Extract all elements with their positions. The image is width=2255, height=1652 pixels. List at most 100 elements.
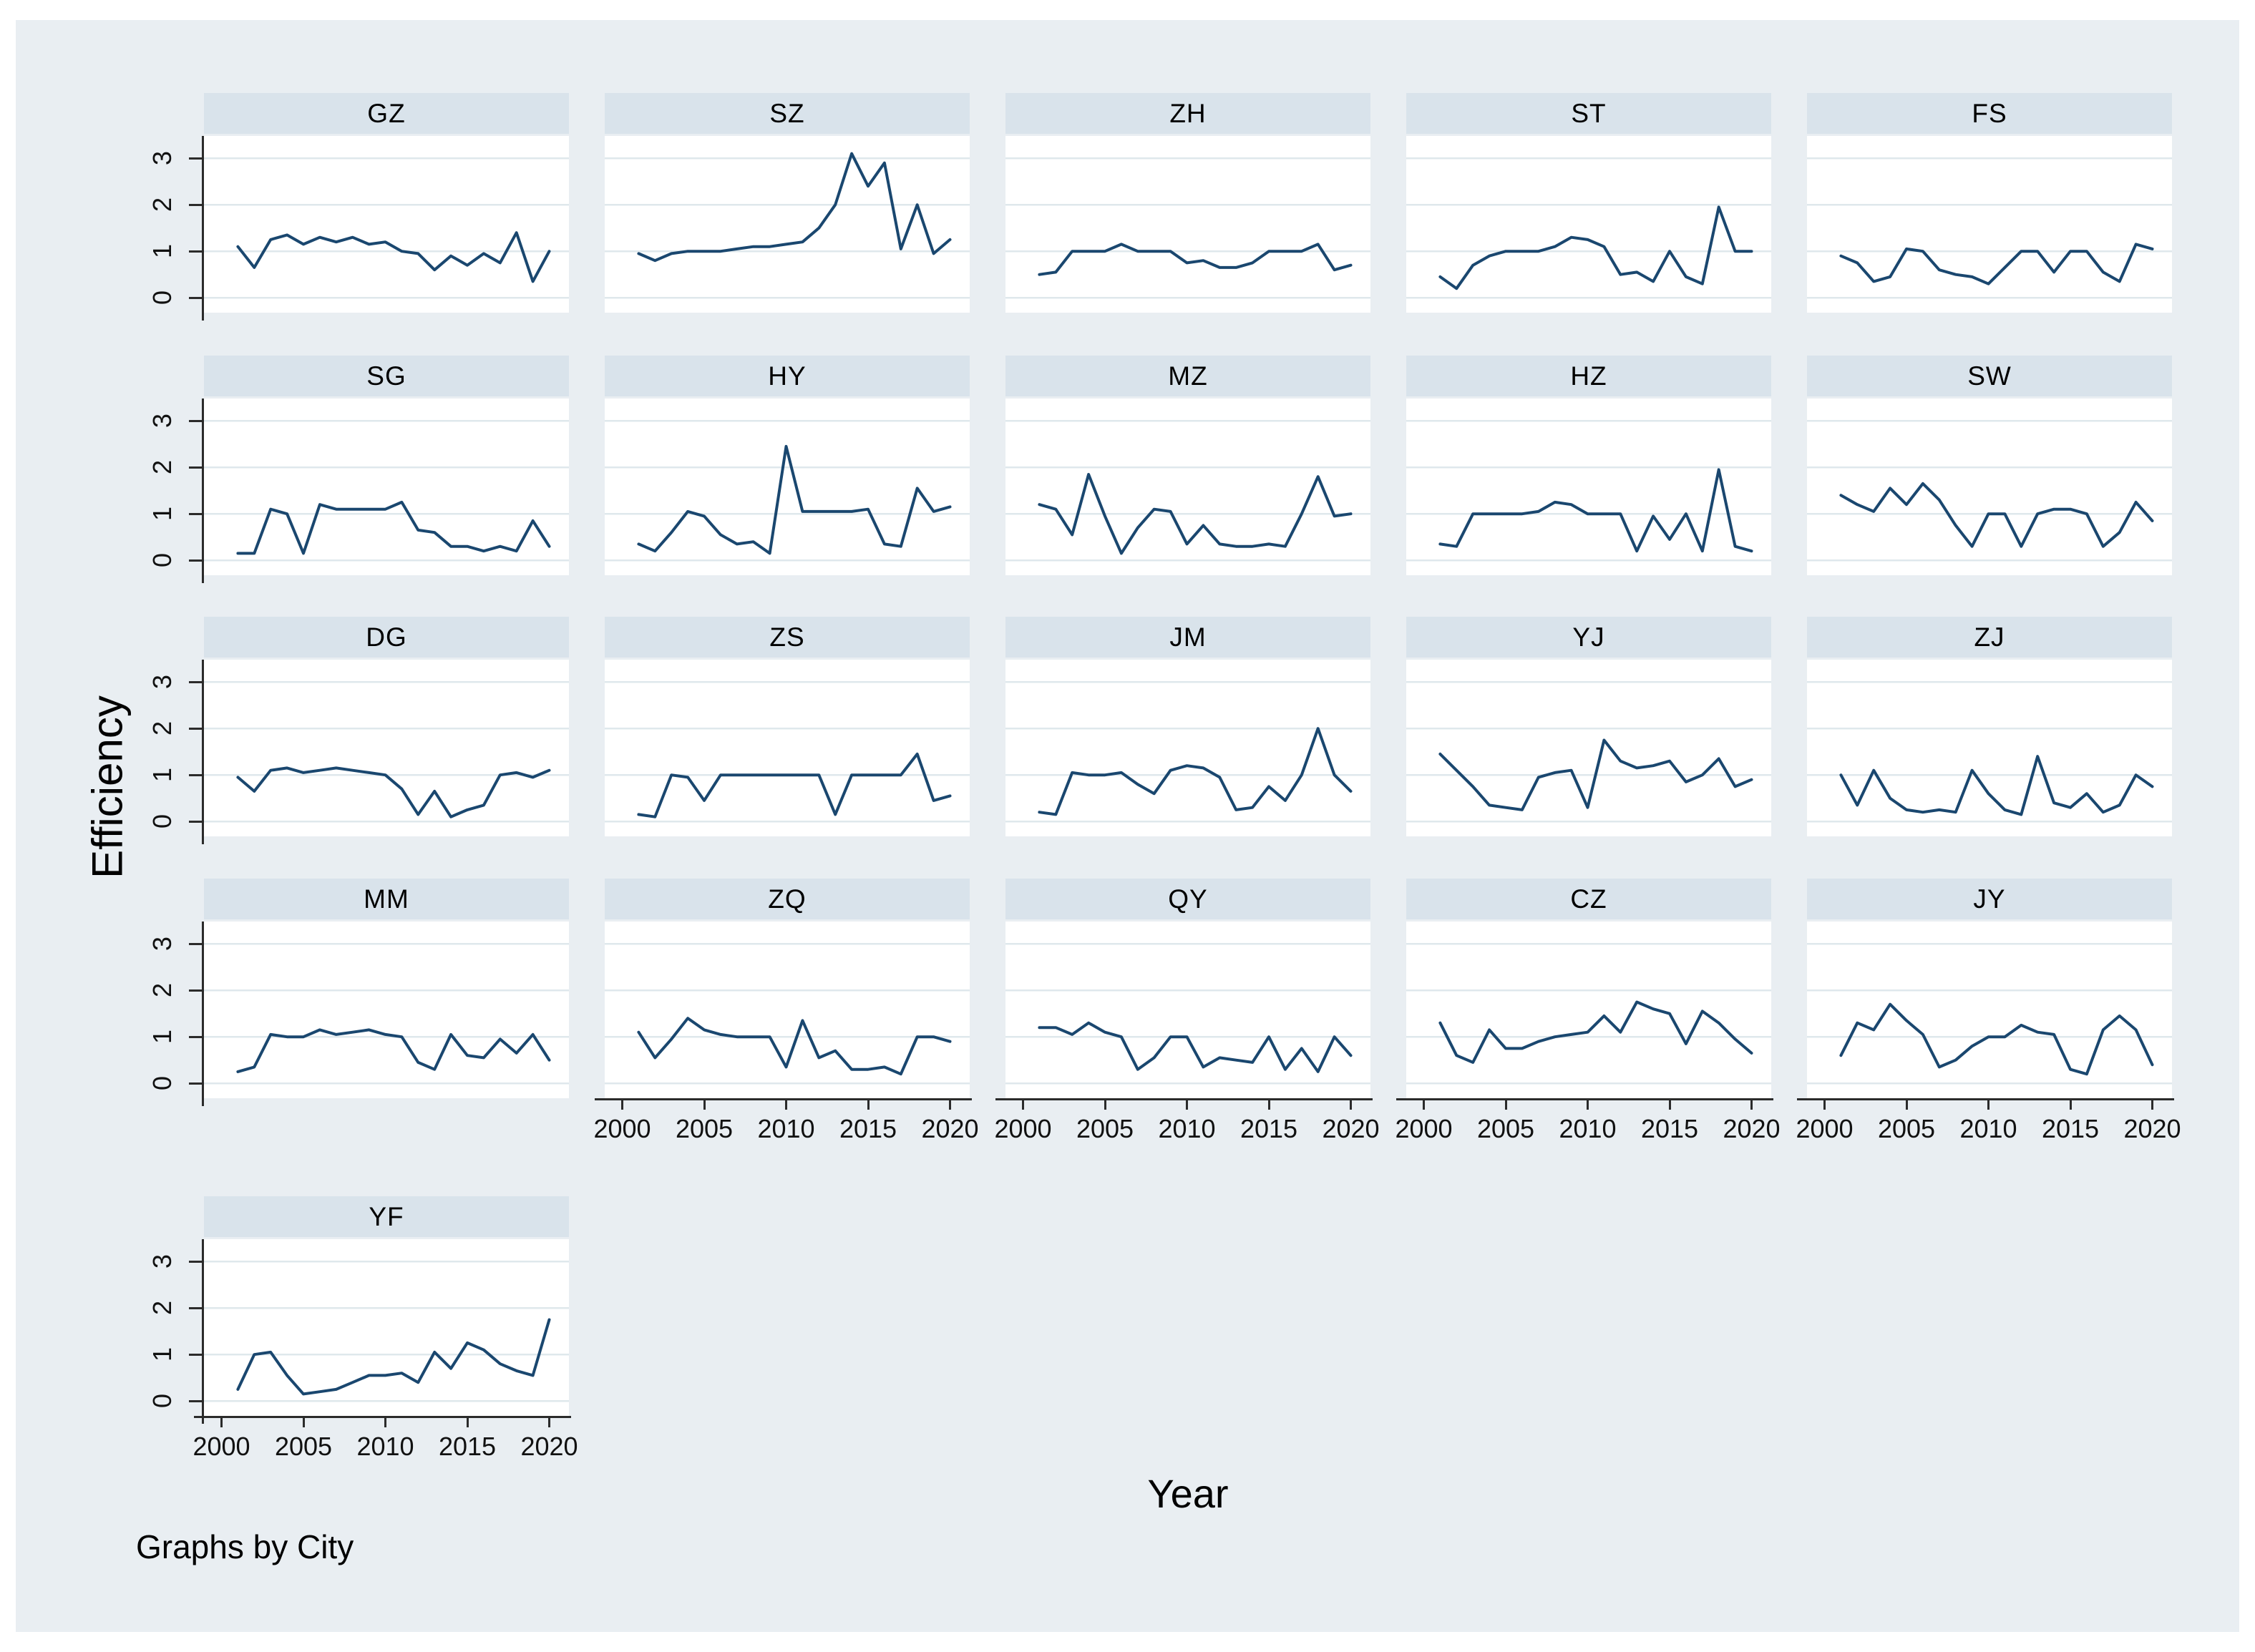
efficiency-line-SZ [637, 152, 952, 263]
x-tick-label: 2015 [2041, 1114, 2100, 1143]
x-tick-label: 2020 [1322, 1114, 1380, 1143]
plot-area-JM [1005, 660, 1370, 836]
efficiency-line-SW [1839, 482, 2154, 548]
plot-area-ZS [605, 660, 970, 836]
plot-area-SG: 0 1 2 3 [147, 399, 569, 583]
x-tick [1750, 1098, 1753, 1110]
x-tick [1987, 1098, 1989, 1110]
y-axis-title: Efficiency [83, 695, 132, 879]
panel-title-YF: YF [204, 1196, 569, 1237]
plot-area-ZJ [1807, 660, 2172, 836]
panel-QY: QY 2000 2005 2010 2015 2020 [994, 879, 1380, 1143]
plot-area-SW [1807, 399, 2172, 575]
plot-area-FS [1807, 136, 2172, 313]
y-tick-label: 1 [147, 1030, 177, 1045]
panel-MM: MM 0 1 2 3 [147, 879, 569, 1106]
panel-ZH: ZH [1005, 93, 1370, 313]
y-tick-label: 2 [147, 460, 177, 475]
y-tick [189, 1260, 202, 1263]
plot-area-ZH [1005, 136, 1370, 313]
efficiency-line-YF [236, 1318, 551, 1396]
efficiency-line-ZQ [637, 1017, 952, 1076]
panel-title-QY: QY [1005, 879, 1370, 919]
panel-title-HY: HY [605, 356, 970, 396]
panel-title-SZ: SZ [605, 93, 970, 134]
panel-YJ: YJ [1406, 617, 1771, 836]
plot-area-QY: 2000 2005 2010 2015 2020 [994, 922, 1380, 1143]
x-tick-label: 2015 [1640, 1114, 1699, 1143]
x-tick-label: 2000 [1395, 1114, 1453, 1143]
efficiency-line-JM [1038, 727, 1353, 816]
efficiency-line-CZ [1438, 1000, 1753, 1064]
panel-title-SG: SG [204, 356, 569, 396]
panel-title-GZ: GZ [204, 93, 569, 134]
y-tick [189, 1082, 202, 1085]
y-tick [189, 203, 202, 206]
x-tick-label: 2010 [757, 1114, 815, 1143]
x-tick [949, 1098, 951, 1110]
plot-area-HZ [1406, 399, 1771, 575]
panel-JY: JY 2000 2005 2010 2015 2020 [1796, 879, 2181, 1143]
y-tick-label: 0 [147, 553, 177, 568]
panel-title-ZH: ZH [1005, 93, 1370, 134]
y-tick [189, 820, 202, 823]
y-tick [189, 512, 202, 515]
y-tick-label: 2 [147, 1301, 177, 1316]
x-tick [1668, 1098, 1671, 1110]
y-tick [189, 727, 202, 730]
efficiency-line-DG [236, 766, 551, 818]
y-tick [189, 419, 202, 422]
x-tick [466, 1416, 469, 1427]
y-tick-label: 2 [147, 197, 177, 212]
x-tick [1905, 1098, 1908, 1110]
x-tick-label: 2010 [1158, 1114, 1216, 1143]
y-axis-line [202, 660, 204, 844]
y-tick [189, 559, 202, 562]
y-tick-label: 1 [147, 507, 177, 522]
panel-title-YJ: YJ [1406, 617, 1771, 658]
y-axis-line [202, 136, 204, 321]
x-axis-title: Year [1147, 1471, 1229, 1516]
panel-SG: SG 0 1 2 3 [147, 356, 569, 583]
x-tick-label: 2015 [1239, 1114, 1298, 1143]
x-tick [384, 1416, 386, 1427]
efficiency-line-ZS [637, 752, 952, 818]
panel-title-CZ: CZ [1406, 879, 1771, 919]
y-tick [189, 296, 202, 299]
y-tick-label: 3 [147, 151, 177, 166]
panel-title-ZS: ZS [605, 617, 970, 658]
efficiency-line-GZ [236, 231, 551, 283]
x-tick [1504, 1098, 1507, 1110]
x-tick [1350, 1098, 1352, 1110]
plot-area-GZ: 0 1 2 3 [147, 136, 569, 321]
panel-title-ZQ: ZQ [605, 879, 970, 919]
panel-SZ: SZ [605, 93, 970, 313]
x-tick-label: 2020 [2123, 1114, 2181, 1143]
y-tick [189, 680, 202, 683]
y-tick-label: 1 [147, 1347, 177, 1362]
x-tick-label: 2005 [1076, 1114, 1134, 1143]
panel-YF: YF 0 1 2 3 2000 2005 2010 2015 2020 [147, 1196, 578, 1461]
y-tick [189, 466, 202, 469]
plot-area-HY [605, 399, 970, 575]
y-tick-label: 0 [147, 1076, 177, 1091]
panel-MZ: MZ [1005, 356, 1370, 575]
y-axis-line [202, 1239, 204, 1424]
panel-ST: ST [1406, 93, 1771, 313]
efficiency-line-ST [1438, 205, 1753, 290]
efficiency-line-YJ [1438, 738, 1753, 811]
panel-title-HZ: HZ [1406, 356, 1771, 396]
panel-JM: JM [1005, 617, 1370, 836]
plot-area-MM: 0 1 2 3 [147, 922, 569, 1106]
by-caption: Graphs by City [136, 1528, 354, 1565]
x-axis-line [194, 1416, 571, 1418]
x-tick [1104, 1098, 1106, 1110]
panel-title-DG: DG [204, 617, 569, 658]
plot-area-YJ [1406, 660, 1771, 836]
y-tick-label: 3 [147, 675, 177, 690]
x-tick-label: 2015 [839, 1114, 897, 1143]
x-tick [621, 1098, 623, 1110]
y-tick [189, 989, 202, 992]
x-tick [548, 1416, 550, 1427]
y-tick-label: 0 [147, 1394, 177, 1409]
